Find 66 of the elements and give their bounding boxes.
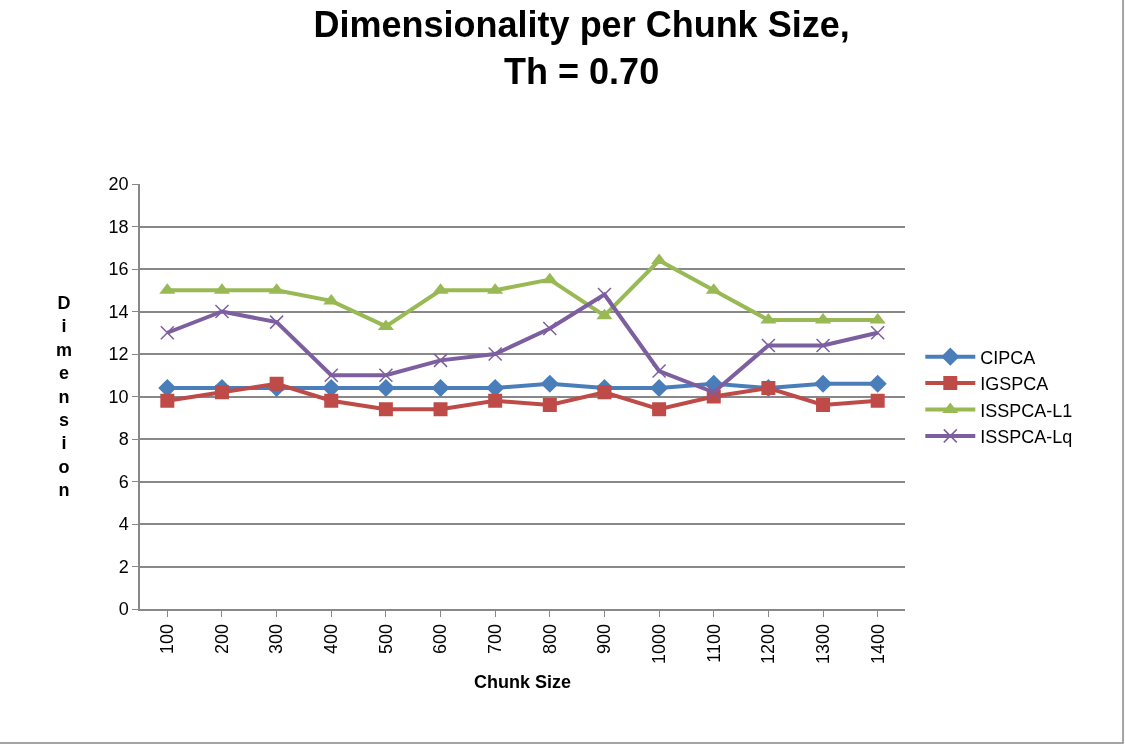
x-tick-label: 700 bbox=[485, 623, 506, 654]
point bbox=[542, 398, 557, 412]
point bbox=[650, 378, 669, 398]
x-tick-label: 1400 bbox=[867, 623, 888, 664]
point bbox=[870, 393, 885, 408]
point bbox=[433, 402, 448, 417]
x-axis-title: Chunk Size bbox=[473, 671, 572, 692]
y-tick-label: 0 bbox=[118, 599, 129, 620]
x-tick-label: 600 bbox=[430, 623, 451, 654]
point bbox=[160, 325, 175, 340]
point bbox=[596, 308, 613, 320]
point bbox=[651, 363, 667, 379]
point bbox=[540, 374, 559, 393]
point bbox=[269, 314, 284, 330]
point bbox=[376, 378, 395, 398]
point bbox=[431, 378, 450, 398]
point bbox=[868, 374, 887, 393]
x-tick-label: 900 bbox=[594, 623, 615, 654]
text: Dimension bbox=[56, 293, 73, 501]
point bbox=[324, 393, 339, 408]
y-tick-label: 18 bbox=[108, 216, 129, 237]
x-tick-label: 1000 bbox=[648, 623, 669, 664]
point bbox=[160, 393, 175, 408]
point bbox=[323, 293, 340, 305]
point bbox=[870, 325, 885, 340]
point bbox=[761, 338, 776, 353]
point bbox=[214, 385, 229, 400]
point bbox=[813, 374, 833, 393]
y-tick-label: 6 bbox=[118, 471, 129, 492]
y-tick-label: 2 bbox=[118, 556, 129, 577]
point bbox=[541, 272, 558, 284]
y-tick-label: 4 bbox=[118, 514, 129, 535]
y-tick-label: 14 bbox=[108, 301, 129, 322]
x-tick-label: 400 bbox=[321, 623, 342, 654]
legend-label: ISSPCA-L1 bbox=[980, 400, 1073, 421]
point bbox=[269, 376, 284, 391]
y-tick-label: 10 bbox=[108, 386, 129, 407]
point bbox=[433, 353, 448, 368]
point bbox=[324, 368, 339, 383]
y-tick-label: 8 bbox=[118, 429, 129, 450]
legend-label: IGSPCA bbox=[980, 374, 1049, 395]
point bbox=[488, 393, 503, 408]
y-tick-label: 16 bbox=[108, 259, 129, 280]
point bbox=[214, 304, 230, 319]
point bbox=[652, 402, 667, 417]
x-tick-label: 1200 bbox=[758, 623, 779, 664]
x-tick-label: 300 bbox=[266, 623, 287, 654]
point bbox=[816, 398, 831, 412]
point bbox=[378, 402, 393, 417]
chart-title: Dimensionality per Chunk Size, Th = 0.70 bbox=[313, 4, 850, 93]
y-tick-label: 12 bbox=[108, 344, 129, 365]
legend-label: ISSPCA-Lq bbox=[980, 426, 1073, 447]
point bbox=[542, 321, 558, 336]
point bbox=[815, 338, 831, 353]
point bbox=[706, 385, 721, 400]
x-tick-label: 1100 bbox=[703, 623, 724, 663]
x-tick-label: 1300 bbox=[812, 623, 833, 664]
point bbox=[487, 346, 503, 362]
point bbox=[378, 368, 394, 383]
x-tick-label: 100 bbox=[157, 623, 178, 654]
point bbox=[597, 385, 612, 400]
x-tick-label: 500 bbox=[375, 623, 396, 654]
x-tick-label: 800 bbox=[539, 623, 560, 654]
x-tick-label: 200 bbox=[211, 623, 232, 654]
legend-label: CIPCA bbox=[980, 347, 1036, 368]
y-tick-label: 20 bbox=[108, 174, 129, 195]
